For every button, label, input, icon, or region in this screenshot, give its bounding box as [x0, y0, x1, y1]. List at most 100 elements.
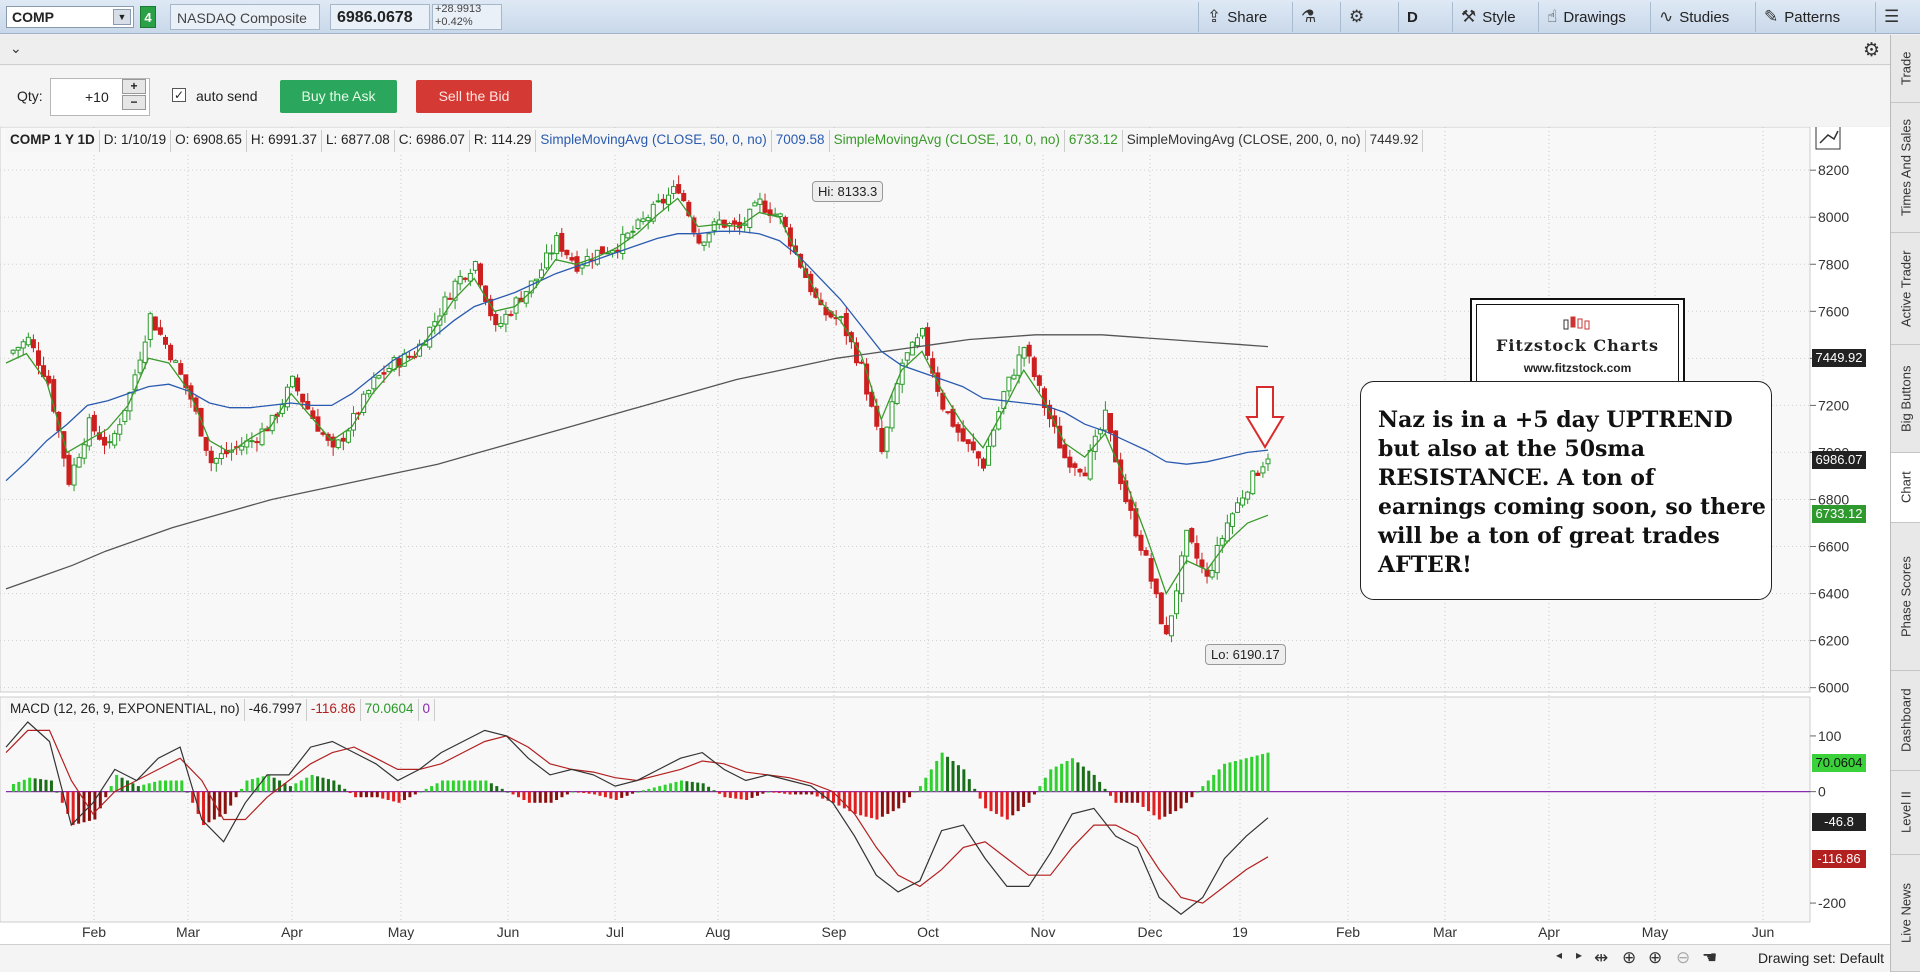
macd-histogram-bar: [283, 783, 287, 792]
tab-big-buttons[interactable]: Big Buttons: [1891, 345, 1920, 453]
scroll-right-icon[interactable]: ▸: [1576, 948, 1583, 962]
candle-body: [1108, 413, 1113, 434]
candle-body: [711, 221, 717, 232]
symbol-input[interactable]: COMP ▼: [6, 6, 134, 28]
tab-chart[interactable]: Chart: [1891, 453, 1920, 523]
macd-histogram-bar: [761, 791, 765, 794]
tab-level-ii[interactable]: Level II: [1891, 771, 1920, 855]
macd-histogram-bar: [582, 791, 586, 794]
candle-body: [686, 201, 692, 217]
macd-histogram-bar: [1098, 781, 1102, 792]
flask-icon: ⚗: [1301, 7, 1317, 26]
macd-histogram-bar: [354, 791, 358, 798]
pan-hand-icon[interactable]: ☚: [1702, 948, 1718, 967]
flask-button[interactable]: ⚗: [1292, 2, 1336, 32]
sell-the-bid-button[interactable]: Sell the Bid: [416, 80, 532, 113]
macd-histogram-bar: [1087, 770, 1091, 792]
candle-body: [925, 327, 931, 356]
drawing-set-label[interactable]: Drawing set: Default: [1757, 950, 1884, 966]
y-tick-label: 7800: [1818, 256, 1849, 272]
candle-body: [1199, 559, 1205, 568]
macd-histogram-bar: [674, 781, 678, 792]
auto-send-checkbox[interactable]: ✓: [172, 88, 186, 102]
patterns-button[interactable]: ✎ Patterns: [1755, 2, 1848, 32]
macd-histogram-bar: [44, 779, 48, 792]
macd-histogram-bar: [620, 791, 624, 798]
hand-icon: ☝: [1547, 7, 1558, 26]
macd-histogram-bar: [565, 791, 569, 795]
symbol-dropdown-icon[interactable]: ▼: [113, 9, 131, 25]
style-icon: ⚒: [1461, 7, 1477, 26]
x-tick-label: Jun: [1752, 924, 1775, 940]
hi-callout: Hi: 8133.3: [812, 181, 884, 202]
candle-body: [549, 252, 555, 255]
macd-histogram-bar: [1005, 791, 1009, 820]
candle-body: [178, 363, 184, 375]
macd-histogram-bar: [364, 791, 368, 798]
macd-histogram-bar: [935, 761, 939, 792]
candle-body: [564, 249, 570, 256]
tab-times-and-sales[interactable]: Times And Sales: [1891, 103, 1920, 233]
candle-body: [986, 445, 992, 466]
menu-button[interactable]: ☰: [1875, 2, 1920, 32]
x-tick-label: Nov: [1031, 924, 1056, 940]
macd-histogram-bar: [853, 791, 857, 814]
candle-body: [676, 184, 682, 194]
tab-trade[interactable]: Trade: [1891, 35, 1920, 103]
macd-histogram-bar: [120, 777, 124, 792]
qty-decrement-button[interactable]: −: [122, 95, 146, 110]
macd-histogram-bar: [337, 784, 341, 792]
macd-y-tick-label: 0: [1818, 784, 1826, 800]
macd-histogram-bar: [39, 779, 43, 792]
period-button[interactable]: D: [1398, 2, 1446, 32]
settings-button[interactable]: ⚙: [1340, 2, 1384, 32]
candle-body: [1026, 344, 1032, 357]
candle-body: [1082, 472, 1088, 477]
macd-histogram-bar: [696, 782, 700, 792]
collapse-chevron-icon[interactable]: ⌄: [10, 40, 22, 56]
tab-live-news[interactable]: Live News: [1891, 855, 1920, 972]
candle-body: [137, 359, 143, 374]
scroll-left-icon[interactable]: ◂: [1556, 948, 1563, 962]
macd-histogram-bar: [1223, 763, 1227, 792]
macd-histogram-bar: [28, 777, 32, 792]
macd-histogram-bar: [870, 791, 874, 819]
buy-the-ask-button[interactable]: Buy the Ask: [280, 80, 397, 113]
qty-increment-button[interactable]: +: [122, 79, 146, 94]
link-number-badge[interactable]: 4: [140, 6, 156, 28]
tab-active-trader[interactable]: Active Trader: [1891, 233, 1920, 345]
tab-dashboard[interactable]: Dashboard: [1891, 671, 1920, 771]
macd-histogram-bar: [712, 790, 716, 792]
candle-body: [762, 200, 768, 213]
candle-body: [508, 313, 514, 316]
macd-histogram-bar: [544, 791, 548, 803]
candle-body: [538, 269, 544, 279]
share-button[interactable]: ⇪ Share: [1198, 2, 1275, 32]
candle-body: [884, 426, 890, 452]
legend-sma10-label: SimpleMovingAvg (CLOSE, 10, 0, no): [829, 130, 1065, 152]
fit-width-icon[interactable]: ⇹: [1594, 948, 1609, 967]
macd-histogram-bar: [348, 791, 352, 794]
candle-body: [1092, 435, 1098, 452]
macd-histogram-bar: [386, 791, 390, 800]
tab-phase-scores[interactable]: Phase Scores: [1891, 523, 1920, 671]
style-button[interactable]: ⚒ Style: [1452, 2, 1524, 32]
macd-histogram-bar: [636, 791, 640, 793]
macd-histogram-bar: [125, 780, 129, 792]
macd-histogram-bar: [1130, 791, 1134, 803]
macd-histogram-bar: [207, 791, 211, 823]
chart-settings-gear-icon[interactable]: ⚙: [1862, 40, 1880, 61]
candle-body: [665, 194, 671, 205]
studies-button[interactable]: ∿ Studies: [1650, 2, 1737, 32]
macd-histogram-bar: [370, 791, 374, 798]
macd-histogram-bar: [755, 791, 759, 796]
x-tick-label: Jul: [606, 924, 624, 940]
zoom-out-icon[interactable]: ⊖: [1676, 948, 1691, 967]
zoom-in-icon[interactable]: ⊕: [1648, 948, 1663, 967]
candle-body: [655, 200, 661, 203]
macd-histogram-bar: [1212, 774, 1216, 792]
macd-histogram-bar: [593, 791, 597, 795]
drawings-button[interactable]: ☝ Drawings: [1538, 2, 1634, 32]
crosshair-icon[interactable]: ⊕: [1622, 948, 1637, 967]
candle-body: [970, 441, 976, 451]
